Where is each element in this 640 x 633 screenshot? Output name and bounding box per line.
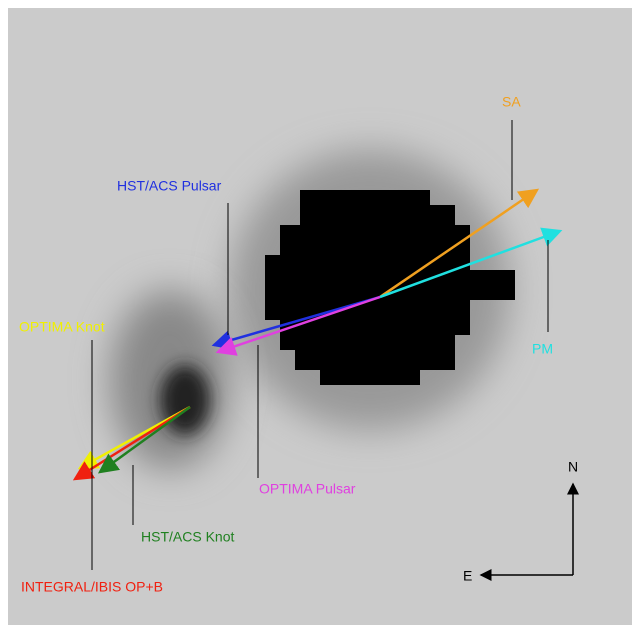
page: SA HST/ACS Pulsar PM OPTIMA Knot OPTIMA … [0, 0, 640, 633]
label-pm: PM [532, 341, 553, 357]
label-optima-pulsar: OPTIMA Pulsar [259, 481, 356, 497]
label-integral: INTEGRAL/IBIS OP+B [21, 579, 163, 595]
compass-east: E [463, 568, 472, 584]
label-optima-knot: OPTIMA Knot [19, 319, 105, 335]
label-hst-pulsar: HST/ACS Pulsar [117, 178, 222, 194]
label-hst-knot: HST/ACS Knot [141, 529, 234, 545]
label-sa: SA [502, 94, 521, 110]
image: SA HST/ACS Pulsar PM OPTIMA Knot OPTIMA … [0, 0, 640, 633]
compass-north: N [568, 459, 578, 475]
